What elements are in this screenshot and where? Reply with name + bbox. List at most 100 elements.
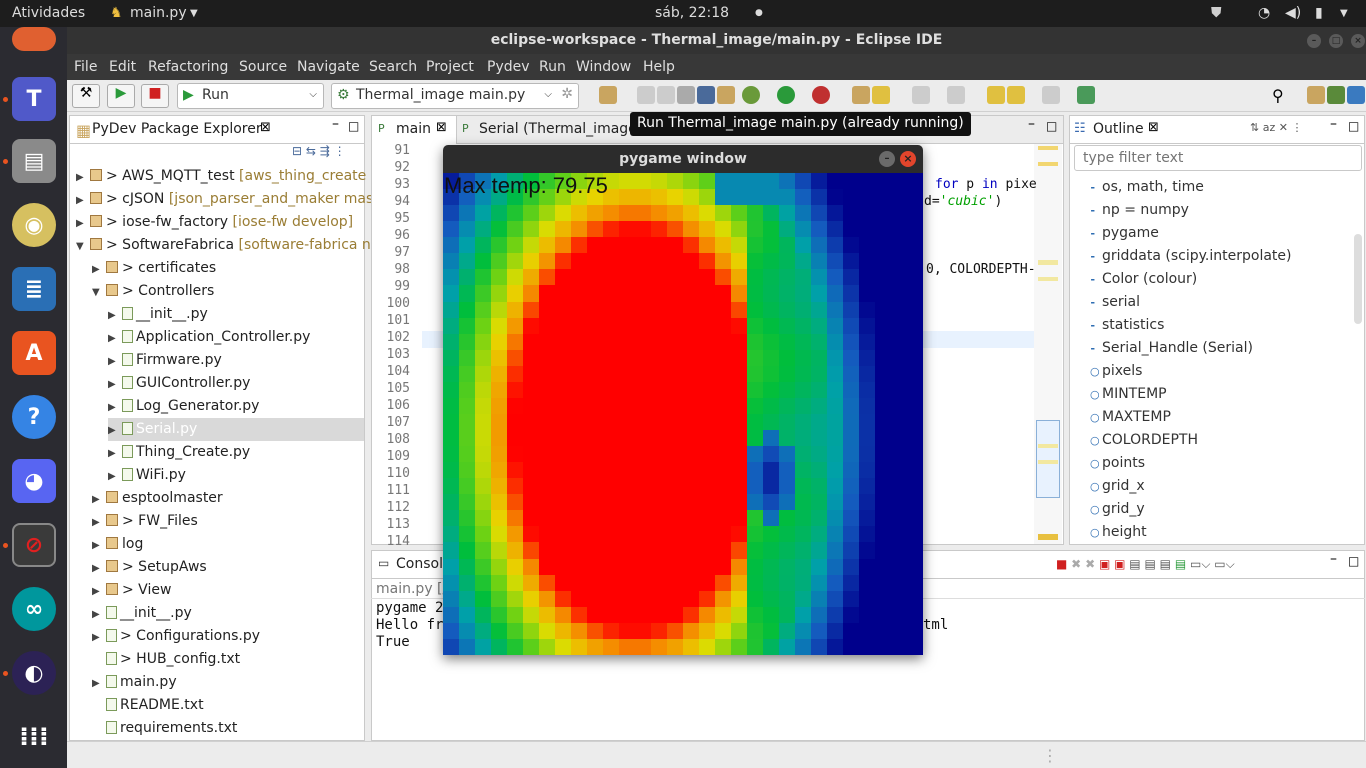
save-icon[interactable] xyxy=(637,86,655,104)
teams-icon[interactable]: T xyxy=(12,77,56,121)
menu-edit[interactable]: Edit xyxy=(109,59,137,75)
outline-item[interactable]: ⁃ os, math, time xyxy=(1090,176,1204,199)
app-menu[interactable]: main.py xyxy=(130,5,187,21)
file-item[interactable]: ▶ main.py xyxy=(92,671,364,694)
collapsed-chevron-icon[interactable]: ▶ xyxy=(92,586,100,597)
view-menu-icon[interactable]: ⋮ xyxy=(333,144,346,158)
filter-icon[interactable]: ⇶ xyxy=(319,144,330,158)
external-tools-icon[interactable] xyxy=(812,86,830,104)
project-item[interactable]: ▶ > iose-fw_factory [iose-fw develop] xyxy=(76,211,364,234)
collapsed-chevron-icon[interactable]: ▶ xyxy=(92,609,100,620)
battery-icon[interactable]: ▮ xyxy=(1315,5,1323,21)
activities-button[interactable]: Atividades xyxy=(12,5,86,21)
package-item[interactable]: ▶ > SetupAws xyxy=(92,556,364,579)
expanded-chevron-icon[interactable]: ▼ xyxy=(92,287,100,298)
prev-annotation-icon[interactable] xyxy=(947,86,965,104)
launch-config-combo[interactable]: ⚙ Thermal_image main.py ⌵ ✲ xyxy=(331,83,579,109)
file-item[interactable]: README.txt xyxy=(92,694,364,717)
tab-serial[interactable]: P Serial (Thermal_image) xyxy=(458,116,642,144)
software-center-icon[interactable]: A xyxy=(12,331,56,375)
collapsed-chevron-icon[interactable]: ▶ xyxy=(92,678,100,689)
package-item[interactable]: ▶ log xyxy=(92,533,364,556)
collapsed-chevron-icon[interactable]: ▶ xyxy=(92,264,100,275)
debug-icon[interactable] xyxy=(742,86,760,104)
file-item[interactable]: ▶ Log_Generator.py xyxy=(108,395,364,418)
maximize-view-icon[interactable]: □ xyxy=(1348,119,1360,133)
collapsed-chevron-icon[interactable]: ▶ xyxy=(76,195,84,206)
console-icon[interactable] xyxy=(697,86,715,104)
file-item[interactable]: ▶ > Configurations.py xyxy=(92,625,364,648)
run-icon[interactable]: ▶ xyxy=(107,84,135,108)
pygame-title-bar[interactable]: pygame window – × xyxy=(443,145,923,173)
scroll-lock-icon[interactable]: ▤ xyxy=(1129,557,1141,571)
package-icon[interactable] xyxy=(717,86,735,104)
next-annotation-icon[interactable] xyxy=(912,86,930,104)
outline-item[interactable]: ○ pixels xyxy=(1090,360,1142,383)
outline-scrollbar[interactable] xyxy=(1354,234,1362,324)
maximize-view-icon[interactable]: □ xyxy=(1348,554,1360,568)
new-console-icon[interactable]: ▭⌵ xyxy=(1214,557,1235,571)
collapsed-chevron-icon[interactable]: ▶ xyxy=(108,356,116,367)
files-icon[interactable]: ▤ xyxy=(12,139,56,183)
save-all-icon[interactable] xyxy=(657,86,675,104)
maximize-view-icon[interactable]: □ xyxy=(1046,119,1058,133)
minimize-icon[interactable]: – xyxy=(879,151,895,167)
hammer-build-icon[interactable]: ⚒ xyxy=(72,84,100,108)
remove-terminated-icon[interactable]: ▣ xyxy=(1098,557,1111,571)
binary-icon[interactable] xyxy=(677,86,695,104)
debug-perspective-icon[interactable] xyxy=(1347,86,1365,104)
minimize-view-icon[interactable]: – xyxy=(1330,551,1337,567)
collapsed-chevron-icon[interactable]: ▶ xyxy=(76,172,84,183)
file-item[interactable]: ▶ __init__.py xyxy=(108,303,364,326)
search-icon[interactable]: ⚲ xyxy=(1272,86,1284,105)
package-item[interactable]: ▼ > Controllers xyxy=(92,280,364,303)
outline-item[interactable]: ○ MINTEMP xyxy=(1090,383,1167,406)
collapsed-chevron-icon[interactable]: ▶ xyxy=(108,333,116,344)
wifi-icon[interactable]: ◔ xyxy=(1258,5,1271,21)
collapsed-chevron-icon[interactable]: ▶ xyxy=(108,471,116,482)
outline-item[interactable]: ⁃ pygame xyxy=(1090,222,1159,245)
menu-refactoring[interactable]: Refactoring xyxy=(148,59,229,75)
file-item[interactable]: ▶ WiFi.py xyxy=(108,464,364,487)
outline-item[interactable]: ○ grid_y xyxy=(1090,498,1145,521)
forward-history-icon[interactable] xyxy=(1007,86,1025,104)
collapsed-chevron-icon[interactable]: ▶ xyxy=(92,563,100,574)
pin-editor-icon[interactable] xyxy=(1077,86,1095,104)
package-item[interactable]: ▶ esptoolmaster xyxy=(92,487,364,510)
menu-help[interactable]: Help xyxy=(643,59,675,75)
pydev-perspective-icon[interactable] xyxy=(1327,86,1345,104)
file-item[interactable]: ▶ Thing_Create.py xyxy=(108,441,364,464)
collapsed-chevron-icon[interactable]: ▶ xyxy=(108,448,116,459)
outline-tab[interactable]: ☷ Outline ⊠ ⇅ az ✕ ⋮ – □ xyxy=(1070,116,1364,144)
back-icon[interactable] xyxy=(987,86,1005,104)
file-item[interactable]: ▶ __init__.py xyxy=(92,602,364,625)
collapsed-chevron-icon[interactable]: ▶ xyxy=(76,218,84,229)
system-menu-chevron-icon[interactable]: ▼ xyxy=(1340,8,1348,19)
close-icon[interactable]: × xyxy=(900,151,916,167)
rhythmbox-icon[interactable]: ◉ xyxy=(12,203,56,247)
outline-item[interactable]: ⁃ griddata (scipy.interpolate) xyxy=(1090,245,1291,268)
outline-item[interactable]: ○ MAXTEMP xyxy=(1090,406,1171,429)
app-menu-chevron-icon[interactable]: ▼ xyxy=(190,8,198,19)
collapse-all-icon[interactable]: ⊟ xyxy=(292,144,303,158)
overview-ruler[interactable] xyxy=(1034,144,1062,544)
outline-item[interactable]: ⁃ np = numpy xyxy=(1090,199,1189,222)
outline-item[interactable]: ○ grid_x xyxy=(1090,475,1145,498)
collapsed-chevron-icon[interactable]: ▶ xyxy=(108,402,116,413)
pygame-window[interactable]: pygame window – × Max temp: 79.75 xyxy=(443,145,923,655)
arduino-icon[interactable]: ∞ xyxy=(12,587,56,631)
outline-item[interactable]: ○ height xyxy=(1090,521,1147,544)
stop-icon[interactable]: ■ xyxy=(141,84,169,108)
minimize-icon[interactable]: – xyxy=(1307,34,1321,48)
clear-console-icon[interactable]: ▣ xyxy=(1114,557,1126,571)
menu-file[interactable]: File xyxy=(74,59,98,75)
outline-view-toolbar[interactable]: ⇅ az ✕ ⋮ xyxy=(1250,121,1303,134)
open-console-icon[interactable]: ▭⌵ xyxy=(1189,557,1211,571)
menu-run[interactable]: Run xyxy=(539,59,566,75)
minimize-view-icon[interactable]: – xyxy=(1330,116,1337,132)
menu-project[interactable]: Project xyxy=(426,59,474,75)
collapsed-chevron-icon[interactable]: ▶ xyxy=(92,517,100,528)
run-mode-combo[interactable]: ▶ Run ⌵ xyxy=(177,83,324,109)
outline-item[interactable]: ⁃ serial xyxy=(1090,291,1140,314)
file-item[interactable]: > HUB_config.txt xyxy=(92,648,364,671)
